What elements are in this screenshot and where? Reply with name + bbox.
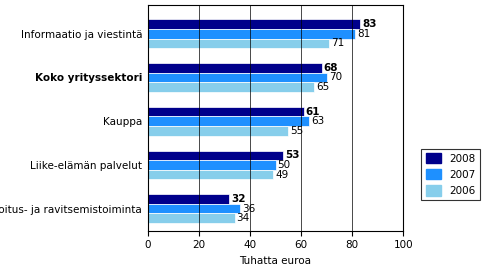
Text: 70: 70	[329, 72, 342, 82]
Bar	[148, 38, 329, 48]
Bar	[148, 151, 283, 160]
Bar	[148, 29, 355, 38]
Bar	[148, 73, 327, 82]
Text: 83: 83	[362, 19, 376, 29]
Text: 55: 55	[290, 126, 304, 136]
Bar	[148, 63, 322, 73]
Bar	[148, 204, 240, 214]
Legend: 2008, 2007, 2006: 2008, 2007, 2006	[422, 149, 480, 200]
Text: 36: 36	[242, 204, 255, 214]
Text: 65: 65	[316, 82, 329, 92]
Text: 68: 68	[324, 63, 338, 73]
Bar	[148, 116, 309, 126]
Bar	[148, 170, 273, 179]
Bar	[148, 126, 288, 136]
Bar	[148, 160, 276, 170]
Text: 63: 63	[311, 116, 324, 126]
Text: 81: 81	[357, 29, 370, 39]
Text: 34: 34	[237, 213, 250, 223]
X-axis label: Tuhatta euroa: Tuhatta euroa	[240, 256, 311, 265]
Text: 50: 50	[277, 160, 291, 170]
Text: 71: 71	[331, 38, 344, 48]
Text: 53: 53	[285, 150, 300, 160]
Text: 32: 32	[232, 194, 246, 204]
Bar	[148, 19, 360, 29]
Bar	[148, 194, 229, 204]
Text: 61: 61	[306, 107, 320, 117]
Text: 49: 49	[275, 170, 288, 180]
Bar	[148, 214, 235, 223]
Bar	[148, 82, 314, 92]
Bar	[148, 107, 304, 116]
